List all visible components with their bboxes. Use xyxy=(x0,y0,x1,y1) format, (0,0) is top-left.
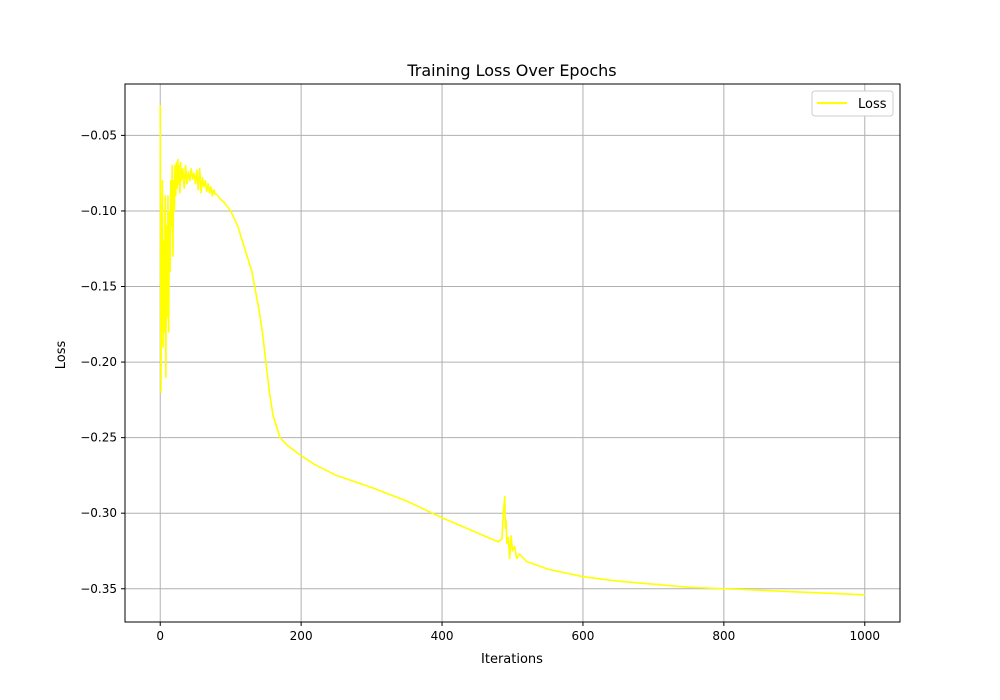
x-axis-ticks: 0 200 400 600 800 1000 xyxy=(156,622,880,643)
x-tick-label: 200 xyxy=(290,629,313,643)
y-tick-label: −0.35 xyxy=(80,582,117,596)
y-axis-ticks: −0.35 −0.30 −0.25 −0.20 −0.15 −0.10 −0.05 xyxy=(80,128,125,596)
legend-label: Loss xyxy=(858,97,887,112)
y-tick-label: −0.05 xyxy=(80,128,117,142)
y-tick-label: −0.30 xyxy=(80,506,117,520)
y-tick-label: −0.10 xyxy=(80,204,117,218)
x-tick-label: 1000 xyxy=(849,629,880,643)
x-tick-label: 0 xyxy=(156,629,164,643)
x-tick-label: 600 xyxy=(572,629,595,643)
plot-frame xyxy=(124,83,901,623)
legend-box xyxy=(811,90,894,117)
y-axis-label: Loss xyxy=(54,341,69,370)
y-tick-label: −0.25 xyxy=(80,431,117,445)
x-tick-label: 800 xyxy=(712,629,735,643)
y-tick-label: −0.15 xyxy=(80,280,117,294)
y-tick-label: −0.20 xyxy=(80,355,117,369)
grid-lines xyxy=(125,84,900,622)
series-line-loss xyxy=(159,105,865,596)
x-tick-label: 400 xyxy=(431,629,454,643)
x-axis-label: Iterations xyxy=(481,652,543,667)
series-layer xyxy=(159,105,865,596)
legend: Loss xyxy=(811,90,894,117)
chart-title: Training Loss Over Epochs xyxy=(406,61,616,80)
